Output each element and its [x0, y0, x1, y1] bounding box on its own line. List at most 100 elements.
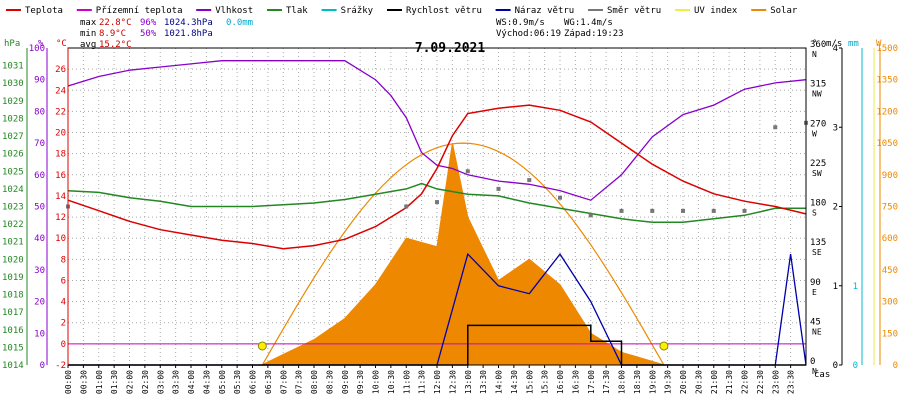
pressure-tick-label: 1025 [2, 167, 24, 177]
legend: Teplota Přízemní teplota Vlhkost Tlak Srážky… [6, 6, 798, 16]
time-tick-label: 15:00 [525, 370, 534, 394]
time-tick-label: 20:00 [679, 370, 688, 394]
sunset-time: Západ:19:23 [564, 29, 624, 39]
time-tick-label: 17:00 [587, 370, 596, 394]
time-tick-label: 22:30 [756, 370, 765, 394]
wind-gust-max: WG:1.4m/s [564, 18, 613, 28]
stat-pressure: 1024.3hPa [164, 18, 213, 28]
time-tick-label: 21:00 [710, 370, 719, 394]
axis-pressure-unit: hPa [4, 39, 20, 49]
direction-tick-label: 0 [810, 357, 815, 367]
rain-tick-label: 1 [853, 282, 858, 292]
time-tick-label: 06:30 [264, 370, 273, 394]
humidity-tick-label: 0 [40, 361, 45, 371]
pressure-tick-label: 1016 [2, 326, 24, 336]
time-tick-label: 21:30 [725, 370, 734, 394]
time-tick-label: 16:30 [571, 370, 580, 394]
stat-pressure: 1021.8hPa [164, 29, 213, 39]
pressure-tick-label: 1029 [2, 97, 24, 107]
time-tick-label: 18:00 [618, 370, 627, 394]
pressure-tick-label: 1028 [2, 114, 24, 124]
solar-tick-label: 150 [882, 329, 898, 339]
time-tick-label: 05:00 [218, 370, 227, 394]
direction-compass-label: N [812, 50, 817, 59]
humidity-tick-label: 50 [34, 203, 45, 213]
direction-compass-label: NE [812, 327, 822, 336]
time-tick-label: 04:30 [202, 370, 211, 394]
temperature-tick-label: 10 [55, 234, 66, 244]
direction-compass-label: S [812, 209, 817, 218]
temperature-tick-label: 4 [61, 298, 66, 308]
time-tick-label: 16:00 [556, 370, 565, 394]
time-tick-label: 13:30 [479, 370, 488, 394]
temperature-tick-label: 2 [61, 319, 66, 329]
temperature-tick-label: 26 [55, 65, 66, 75]
wind-direction-point [588, 213, 593, 218]
pressure-tick-label: 1027 [2, 132, 24, 142]
pressure-tick-label: 1022 [2, 220, 24, 230]
legend-label: Přízemní teplota [96, 6, 183, 16]
temperature-tick-label: 22 [55, 107, 66, 117]
series-wind-gust-line [68, 252, 807, 366]
direction-tick-label: 270 [810, 119, 826, 129]
time-tick-label: 10:00 [372, 370, 381, 394]
stat-label: min [80, 29, 96, 39]
direction-compass-label: NW [812, 90, 822, 99]
time-tick-label: 08:00 [310, 370, 319, 394]
axis-temperature-unit: °C [56, 39, 67, 49]
stat-rain: 0.0mm [226, 18, 253, 28]
wind-direction-point [619, 208, 624, 213]
time-tick-label: 22:00 [741, 370, 750, 394]
humidity-tick-label: 40 [34, 234, 45, 244]
series-solar-area [261, 142, 665, 366]
humidity-tick-label: 100 [29, 44, 45, 54]
time-tick-label: 01:30 [110, 370, 119, 394]
time-tick-label: 02:00 [126, 370, 135, 394]
wind-direction-point [496, 186, 501, 191]
wind-direction-point [404, 204, 409, 209]
wind-direction-point [711, 208, 716, 213]
humidity-tick-label: 20 [34, 298, 45, 308]
time-tick-label: 01:00 [95, 370, 104, 394]
sunset-marker [659, 341, 669, 351]
direction-tick-label: 90 [810, 278, 821, 288]
wind-direction-point [465, 169, 470, 174]
time-tick-label: 14:30 [510, 370, 519, 394]
time-tick-label: 13:00 [464, 370, 473, 394]
wind-direction-point [650, 208, 655, 213]
stat-temp: 8.9°C [99, 29, 126, 39]
axis-humidity-unit: % [38, 39, 44, 49]
time-tick-label: 23:00 [771, 370, 780, 394]
rain-tick-label: 0 [853, 361, 858, 371]
pressure-tick-label: 1030 [2, 79, 24, 89]
time-tick-label: 19:30 [664, 370, 673, 394]
time-tick-label: 11:30 [418, 370, 427, 394]
series-temperature-line [67, 104, 807, 250]
time-tick-label: 12:30 [448, 370, 457, 394]
time-tick-label: 09:00 [341, 370, 350, 394]
time-tick-label: 14:00 [495, 370, 504, 394]
solar-tick-label: 1200 [876, 107, 898, 117]
axis-rain-unit: mm [848, 39, 859, 49]
pressure-tick-label: 1017 [2, 308, 24, 318]
direction-compass-label: W [812, 129, 817, 138]
temperature-tick-label: 8 [61, 255, 66, 265]
wind-direction-point [527, 178, 532, 183]
axis-wind-unit: m/s [826, 39, 842, 49]
plot-area [66, 47, 808, 366]
humidity-tick-label: 80 [34, 107, 45, 117]
temperature-tick-label: 20 [55, 129, 66, 139]
pressure-tick-label: 1014 [2, 361, 24, 371]
temperature-tick-label: -2 [55, 361, 66, 371]
sunrise-time: Východ:06:19 [496, 29, 561, 39]
time-tick-label: 03:30 [172, 370, 181, 394]
wind-direction-point [681, 208, 685, 213]
time-tick-label: 20:30 [694, 370, 703, 394]
stat-label: avg [80, 40, 96, 50]
sunrise-marker [257, 341, 267, 351]
time-tick-label: 07:30 [295, 370, 304, 394]
direction-tick-label: 225 [810, 159, 826, 169]
series-humidity-line [67, 60, 807, 201]
time-tick-label: 00:00 [64, 370, 73, 394]
